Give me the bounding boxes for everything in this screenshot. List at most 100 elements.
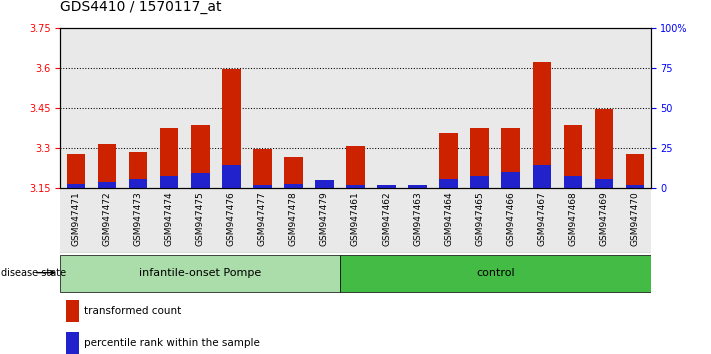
Bar xyxy=(594,109,614,188)
Bar xyxy=(619,28,651,188)
Bar xyxy=(66,332,80,354)
Text: GSM947471: GSM947471 xyxy=(72,191,80,246)
Bar xyxy=(408,186,427,188)
Bar xyxy=(526,28,557,188)
Bar xyxy=(496,188,526,253)
Bar xyxy=(129,152,147,188)
Bar xyxy=(378,185,396,188)
Bar xyxy=(371,188,402,253)
Bar xyxy=(501,172,520,188)
Text: GSM947472: GSM947472 xyxy=(102,191,112,246)
Bar xyxy=(564,177,582,188)
Bar xyxy=(439,179,458,188)
Bar xyxy=(215,188,247,253)
Text: GSM947463: GSM947463 xyxy=(413,191,422,246)
Bar xyxy=(278,188,309,253)
Bar xyxy=(346,185,365,188)
Bar xyxy=(92,188,122,253)
Bar xyxy=(222,69,240,188)
Bar xyxy=(402,28,433,188)
Text: GSM947476: GSM947476 xyxy=(227,191,236,246)
Bar xyxy=(122,188,154,253)
Bar xyxy=(284,157,303,188)
Bar xyxy=(464,188,496,253)
Bar xyxy=(626,154,644,188)
Text: GSM947461: GSM947461 xyxy=(351,191,360,246)
Bar xyxy=(247,28,278,188)
Bar xyxy=(315,180,333,188)
Bar xyxy=(66,300,80,321)
Text: GSM947468: GSM947468 xyxy=(568,191,577,246)
Bar xyxy=(471,128,489,188)
Text: disease state: disease state xyxy=(1,268,66,278)
Bar xyxy=(526,188,557,253)
Bar xyxy=(97,144,117,188)
Bar xyxy=(160,177,178,188)
Bar xyxy=(346,147,365,188)
Text: GSM947462: GSM947462 xyxy=(382,191,391,246)
Bar xyxy=(626,185,644,188)
Bar xyxy=(433,188,464,253)
Bar xyxy=(408,185,427,188)
Bar xyxy=(402,188,433,253)
Bar xyxy=(247,188,278,253)
Bar xyxy=(315,184,333,188)
Bar xyxy=(533,62,551,188)
Bar xyxy=(371,28,402,188)
Text: GSM947474: GSM947474 xyxy=(165,191,173,246)
Text: GDS4410 / 1570117_at: GDS4410 / 1570117_at xyxy=(60,0,222,14)
Bar xyxy=(60,28,92,188)
Bar xyxy=(185,28,215,188)
Bar xyxy=(92,28,122,188)
Text: GSM947464: GSM947464 xyxy=(444,191,453,246)
Bar xyxy=(619,188,651,253)
Bar xyxy=(564,125,582,188)
Text: GSM947473: GSM947473 xyxy=(134,191,143,246)
Text: GSM947465: GSM947465 xyxy=(475,191,484,246)
Bar xyxy=(496,28,526,188)
Bar xyxy=(97,182,117,188)
Bar xyxy=(557,188,589,253)
Bar xyxy=(378,186,396,188)
Bar xyxy=(284,184,303,188)
Bar xyxy=(589,28,619,188)
Text: GSM947479: GSM947479 xyxy=(320,191,329,246)
Bar xyxy=(67,154,85,188)
Bar xyxy=(439,133,458,188)
Bar xyxy=(557,28,589,188)
Text: GSM947466: GSM947466 xyxy=(506,191,515,246)
Text: transformed count: transformed count xyxy=(84,306,181,316)
Bar xyxy=(501,128,520,188)
FancyBboxPatch shape xyxy=(60,255,340,292)
Bar xyxy=(60,188,92,253)
Bar xyxy=(340,188,371,253)
Bar xyxy=(191,173,210,188)
Text: GSM947475: GSM947475 xyxy=(196,191,205,246)
Bar xyxy=(154,28,185,188)
Text: infantile-onset Pompe: infantile-onset Pompe xyxy=(139,268,262,278)
Bar xyxy=(129,179,147,188)
Bar xyxy=(160,128,178,188)
Bar xyxy=(433,28,464,188)
Text: control: control xyxy=(476,268,515,278)
Text: GSM947477: GSM947477 xyxy=(258,191,267,246)
Bar xyxy=(222,165,240,188)
Bar xyxy=(253,185,272,188)
Bar xyxy=(594,179,614,188)
Bar xyxy=(309,188,340,253)
Bar xyxy=(67,184,85,188)
Bar xyxy=(340,28,371,188)
Text: GSM947469: GSM947469 xyxy=(599,191,609,246)
Bar xyxy=(309,28,340,188)
Bar xyxy=(154,188,185,253)
Bar xyxy=(253,149,272,188)
Bar xyxy=(278,28,309,188)
Bar xyxy=(122,28,154,188)
Bar xyxy=(191,125,210,188)
Bar xyxy=(464,28,496,188)
FancyBboxPatch shape xyxy=(340,255,651,292)
Bar xyxy=(185,188,215,253)
Bar xyxy=(471,177,489,188)
Text: percentile rank within the sample: percentile rank within the sample xyxy=(84,338,260,348)
Text: GSM947478: GSM947478 xyxy=(289,191,298,246)
